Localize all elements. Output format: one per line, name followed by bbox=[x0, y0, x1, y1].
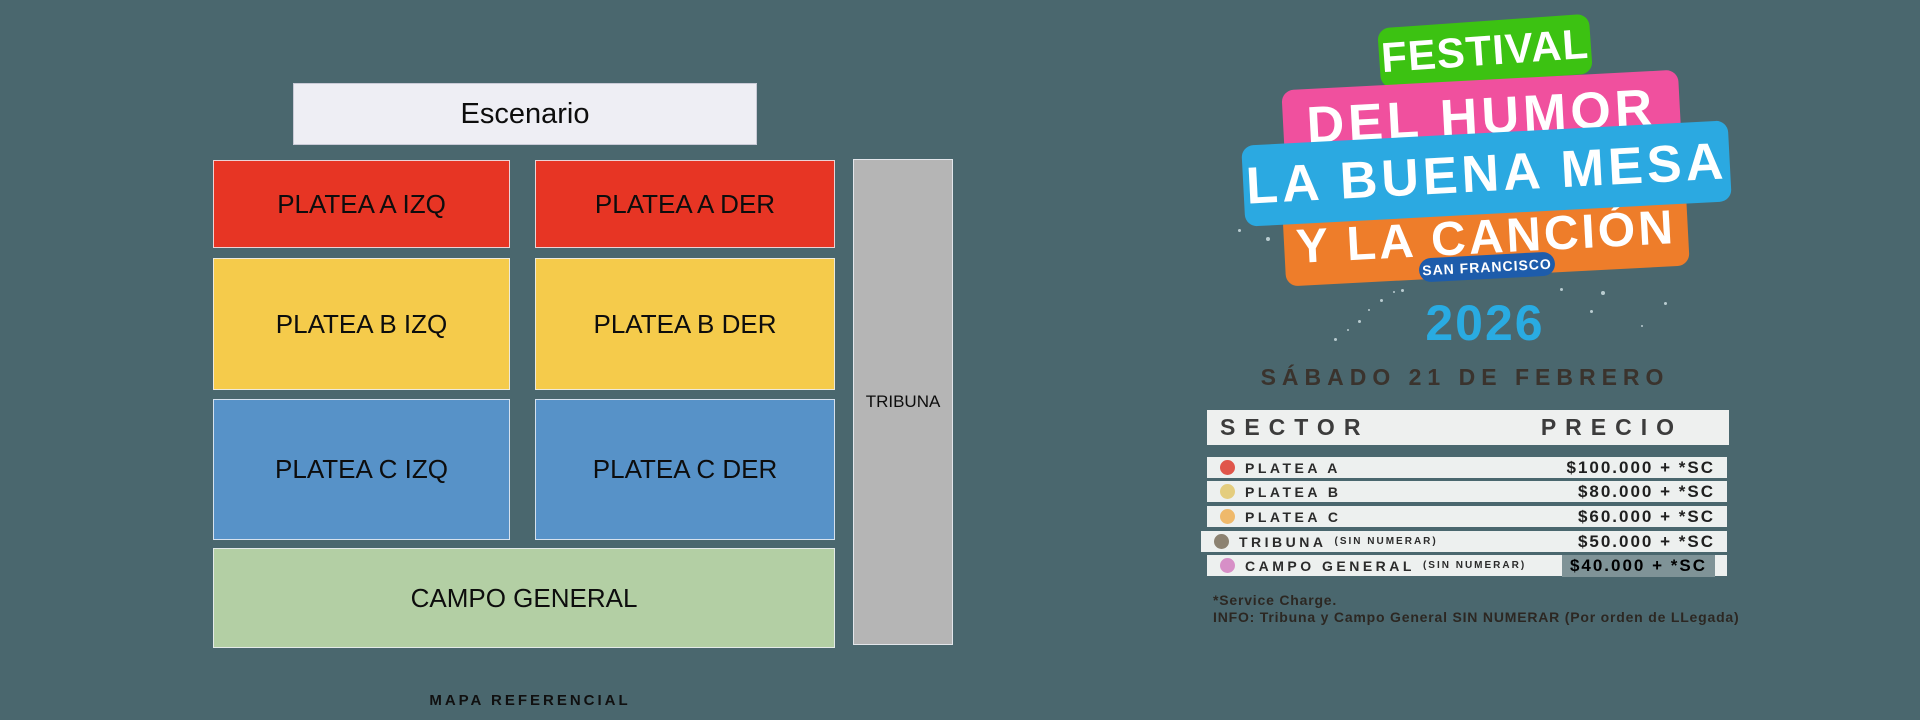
section-label: TRIBUNA bbox=[865, 392, 941, 411]
footnote-service-charge: *Service Charge. bbox=[1213, 592, 1338, 608]
map-caption: MAPA REFERENCIAL bbox=[429, 692, 631, 709]
section-platea-b-der[interactable]: PLATEA B DER bbox=[535, 258, 835, 390]
section-label: CAMPO GENERAL bbox=[410, 582, 638, 613]
sector-color-dot bbox=[1220, 509, 1235, 524]
paint-speck bbox=[1380, 299, 1383, 302]
section-label: PLATEA C DER bbox=[592, 454, 778, 484]
stage-block: Escenario bbox=[293, 83, 757, 145]
section-platea-c-der[interactable]: PLATEA C DER bbox=[535, 399, 835, 540]
section-label: PLATEA A IZQ bbox=[277, 188, 446, 219]
sector-price: $50.000 + *SC bbox=[1577, 531, 1715, 551]
sector-price: $60.000 + *SC bbox=[1577, 506, 1715, 526]
section-label: PLATEA B IZQ bbox=[275, 308, 448, 339]
section-platea-a-der[interactable]: PLATEA A DER bbox=[535, 160, 835, 248]
sector-name: PLATEA C bbox=[1245, 508, 1342, 525]
sector-name: CAMPO GENERAL bbox=[1245, 557, 1415, 574]
table-row-platea-c: PLATEA C $60.000 + *SC bbox=[1207, 506, 1727, 527]
table-row-tribuna: TRIBUNA (SIN NUMERAR) $50.000 + *SC bbox=[1201, 531, 1727, 552]
logo-text: LA BUENA MESA bbox=[1244, 131, 1729, 216]
paint-speck bbox=[1368, 309, 1370, 311]
sector-name: TRIBUNA bbox=[1239, 533, 1327, 550]
section-platea-a-izq[interactable]: PLATEA A IZQ bbox=[213, 160, 510, 248]
section-campo-general[interactable]: CAMPO GENERAL bbox=[213, 548, 835, 648]
sector-color-dot bbox=[1220, 460, 1235, 475]
section-label: PLATEA C IZQ bbox=[275, 454, 448, 484]
table-row-campo-general: CAMPO GENERAL (SIN NUMERAR) $40.000 + *S… bbox=[1207, 554, 1727, 577]
logo-text: FESTIVAL bbox=[1379, 19, 1591, 82]
paint-speck bbox=[1358, 320, 1361, 323]
sector-color-dot bbox=[1220, 484, 1235, 499]
event-date: SÁBADO 21 DE FEBRERO bbox=[1260, 364, 1670, 390]
sector-name: PLATEA A bbox=[1245, 459, 1341, 476]
section-tribuna[interactable]: TRIBUNA bbox=[853, 159, 953, 645]
paint-speck bbox=[1560, 288, 1563, 291]
stage-label: Escenario bbox=[460, 97, 590, 130]
section-platea-c-izq[interactable]: PLATEA C IZQ bbox=[213, 399, 510, 540]
section-label: PLATEA A DER bbox=[594, 188, 776, 219]
section-platea-b-izq[interactable]: PLATEA B IZQ bbox=[213, 258, 510, 390]
paint-speck bbox=[1334, 338, 1337, 341]
table-row-platea-a: PLATEA A $100.000 + *SC bbox=[1207, 457, 1727, 478]
sector-note: (SIN NUMERAR) bbox=[1422, 560, 1527, 571]
sector-color-dot bbox=[1220, 558, 1235, 573]
price-table-header: SECTOR PRECIO bbox=[1207, 410, 1729, 445]
footnote-info: INFO: Tribuna y Campo General SIN NUMERA… bbox=[1213, 609, 1740, 625]
sector-price: $80.000 + *SC bbox=[1577, 481, 1715, 501]
sector-name: PLATEA B bbox=[1245, 483, 1342, 500]
header-sector: SECTOR bbox=[1220, 414, 1370, 440]
header-precio: PRECIO bbox=[1540, 414, 1683, 440]
paint-speck bbox=[1401, 289, 1404, 292]
sector-note: (SIN NUMERAR) bbox=[1334, 536, 1438, 547]
section-label: PLATEA B DER bbox=[593, 308, 777, 339]
sector-price: $100.000 + *SC bbox=[1566, 457, 1715, 477]
paint-speck bbox=[1238, 229, 1241, 232]
paint-speck bbox=[1590, 310, 1593, 313]
paint-speck bbox=[1664, 302, 1667, 305]
badge-label: SAN FRANCISCO bbox=[1421, 255, 1553, 279]
paint-speck bbox=[1641, 325, 1643, 327]
paint-speck bbox=[1393, 291, 1395, 293]
paint-speck bbox=[1266, 237, 1270, 241]
paint-speck bbox=[1347, 329, 1349, 331]
footnotes: *Service Charge. INFO: Tribuna y Campo G… bbox=[1213, 592, 1739, 626]
year-label: 2026 bbox=[1425, 295, 1545, 351]
paint-speck bbox=[1601, 291, 1605, 295]
table-row-platea-b: PLATEA B $80.000 + *SC bbox=[1207, 481, 1727, 502]
sector-price-highlighted: $40.000 + *SC bbox=[1561, 554, 1715, 577]
sector-color-dot bbox=[1214, 534, 1229, 549]
